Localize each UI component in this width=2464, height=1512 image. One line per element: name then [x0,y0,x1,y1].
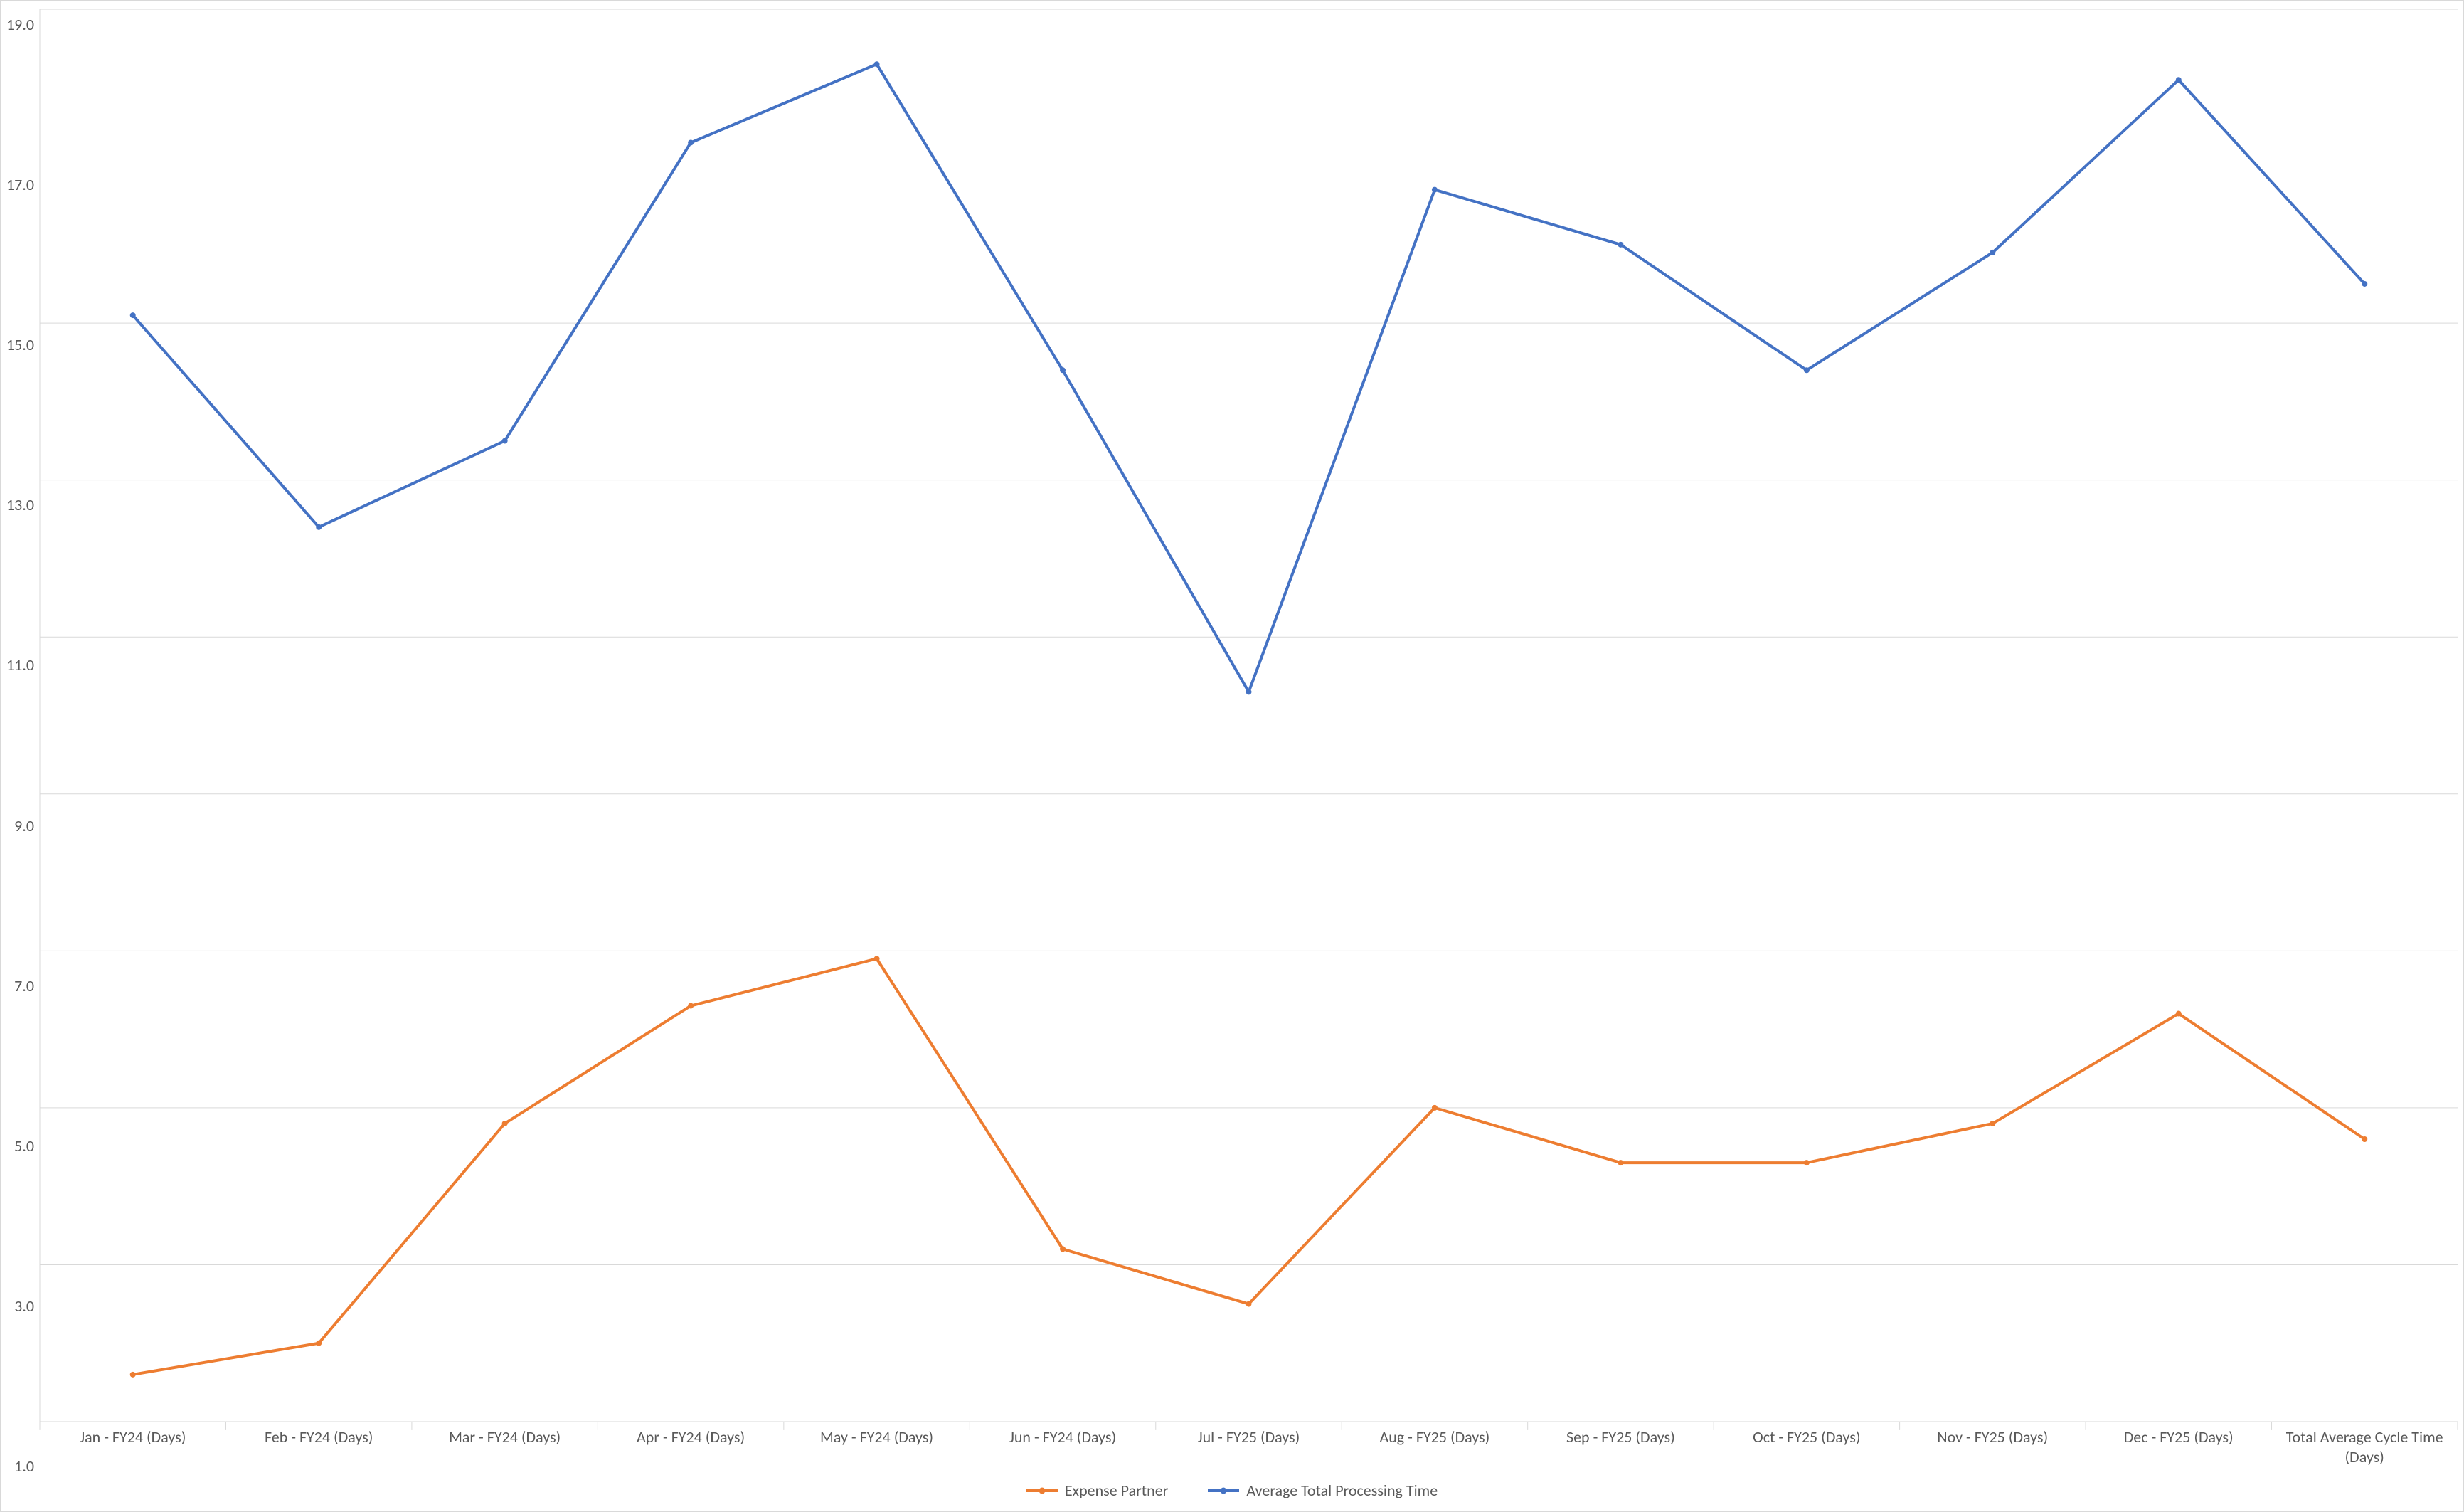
legend-item: Expense Partner [1026,1481,1169,1500]
series-marker [1432,1105,1438,1111]
series-marker [1618,242,1623,248]
x-axis: Jan - FY24 (Days)Feb - FY24 (Days)Mar - … [40,1422,2458,1466]
series-marker [874,956,880,961]
series-marker [1246,689,1252,694]
legend-item: Average Total Processing Time [1208,1481,1438,1500]
y-tick-label: 1.0 [6,1459,34,1474]
x-tick-label: Nov - FY25 (Days) [1900,1422,2086,1466]
x-tick-label: Total Average Cycle Time (Days) [2271,1422,2457,1466]
series-marker [502,1121,508,1126]
series-marker [1060,367,1066,373]
plot-column: Jan - FY24 (Days)Feb - FY24 (Days)Mar - … [40,9,2458,1466]
series-marker [502,438,508,444]
series-marker [130,312,136,318]
x-tick-label: Oct - FY25 (Days) [1714,1422,1899,1466]
series-marker [2362,1136,2367,1142]
y-tick-label: 11.0 [6,657,34,673]
legend-label: Average Total Processing Time [1246,1481,1438,1500]
series-marker [316,524,322,530]
x-tick-label: Sep - FY25 (Days) [1528,1422,1714,1466]
x-tick-label: Aug - FY25 (Days) [1342,1422,1527,1466]
y-tick-label: 19.0 [6,17,34,33]
series-marker [688,1003,694,1009]
y-tick-label: 5.0 [6,1138,34,1154]
series-marker [1990,1121,1995,1126]
x-tick-label: Jul - FY25 (Days) [1156,1422,1342,1466]
series-marker [1060,1246,1066,1252]
series-marker [1432,187,1438,193]
series-marker [2176,77,2182,83]
legend-swatch-icon [1026,1486,1058,1496]
x-tick-label: Feb - FY24 (Days) [225,1422,411,1466]
y-axis: 19.017.015.013.011.09.07.05.03.01.0 [6,9,40,1466]
x-tick-label: Mar - FY24 (Days) [412,1422,598,1466]
legend: Expense Partner Average Total Processing … [6,1466,2458,1506]
series-marker [1618,1160,1623,1165]
plot-area [40,9,2458,1422]
x-tick-label: Apr - FY24 (Days) [598,1422,783,1466]
y-tick-label: 17.0 [6,177,34,193]
legend-swatch-icon [1208,1486,1239,1496]
series-marker [1990,250,1995,255]
series-marker [2176,1011,2182,1017]
y-tick-label: 3.0 [6,1299,34,1314]
series-marker [688,139,694,145]
chart-container: 19.0 17.0 15.0 13.0 11.0 9.0 7.0 5.0 3.0 1.0 Jan … [0,0,2464,1512]
y-tick-label: 7.0 [6,978,34,994]
series-marker [1804,1160,1810,1165]
y-tick-label: 13.0 [6,497,34,513]
series-marker [316,1341,322,1346]
series-line [133,958,2365,1374]
x-tick-label: Dec - FY25 (Days) [2086,1422,2271,1466]
x-tick-label: Jan - FY24 (Days) [40,1422,225,1466]
series-marker [130,1372,136,1378]
series-line [133,64,2365,692]
y-tick-label: 9.0 [6,818,34,834]
x-tick-label: Jun - FY24 (Days) [970,1422,1155,1466]
series-marker [874,61,880,67]
x-tick-label: May - FY24 (Days) [784,1422,970,1466]
series-marker [1804,367,1810,373]
y-tick-label: 15.0 [6,337,34,353]
legend-label: Expense Partner [1065,1481,1169,1500]
plot-wrapper: 19.017.015.013.011.09.07.05.03.01.0 Jan … [6,9,2458,1466]
series-marker [2362,281,2367,287]
chart-svg [40,9,2458,1422]
series-marker [1246,1301,1252,1307]
